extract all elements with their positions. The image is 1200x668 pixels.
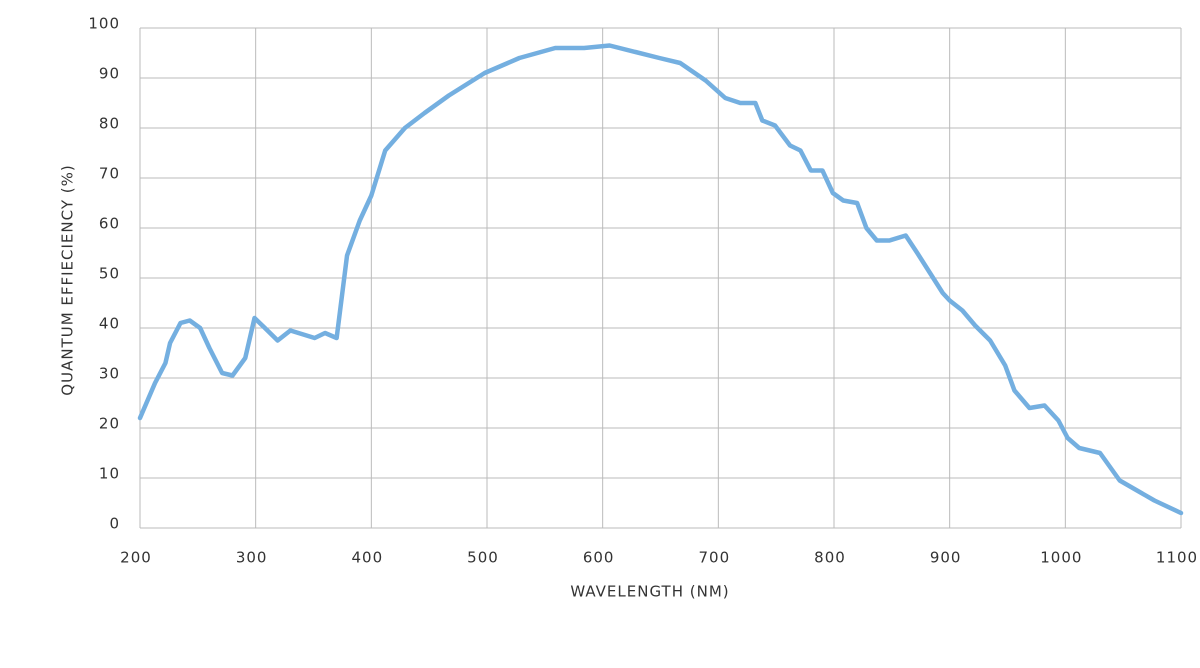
y-tick-label: 80 <box>99 115 120 133</box>
y-tick-label: 100 <box>88 15 120 33</box>
y-tick-label: 90 <box>99 65 120 83</box>
y-tick-label: 40 <box>99 315 120 333</box>
x-tick-label: 500 <box>467 549 499 567</box>
x-tick-label: 600 <box>583 549 615 567</box>
y-axis-label: QUANTUM EFFIECIENCY (%) <box>59 164 77 395</box>
y-tick-label: 60 <box>99 215 120 233</box>
x-tick-label: 400 <box>352 549 384 567</box>
x-tick-label: 900 <box>930 549 962 567</box>
x-tick-label: 200 <box>120 549 152 567</box>
y-tick-label: 10 <box>99 465 120 483</box>
x-tick-label: 1100 <box>1156 549 1198 567</box>
y-tick-label: 70 <box>99 165 120 183</box>
x-tick-label: 1000 <box>1040 549 1082 567</box>
y-tick-label: 20 <box>99 415 120 433</box>
x-axis-label: WAVELENGTH (NM) <box>570 583 729 601</box>
x-tick-label: 700 <box>699 549 731 567</box>
y-tick-label: 0 <box>109 515 120 533</box>
y-tick-label: 50 <box>99 265 120 283</box>
x-tick-label: 300 <box>236 549 268 567</box>
y-tick-label: 30 <box>99 365 120 383</box>
data-line <box>137 43 1184 516</box>
x-tick-label: 800 <box>814 549 846 567</box>
